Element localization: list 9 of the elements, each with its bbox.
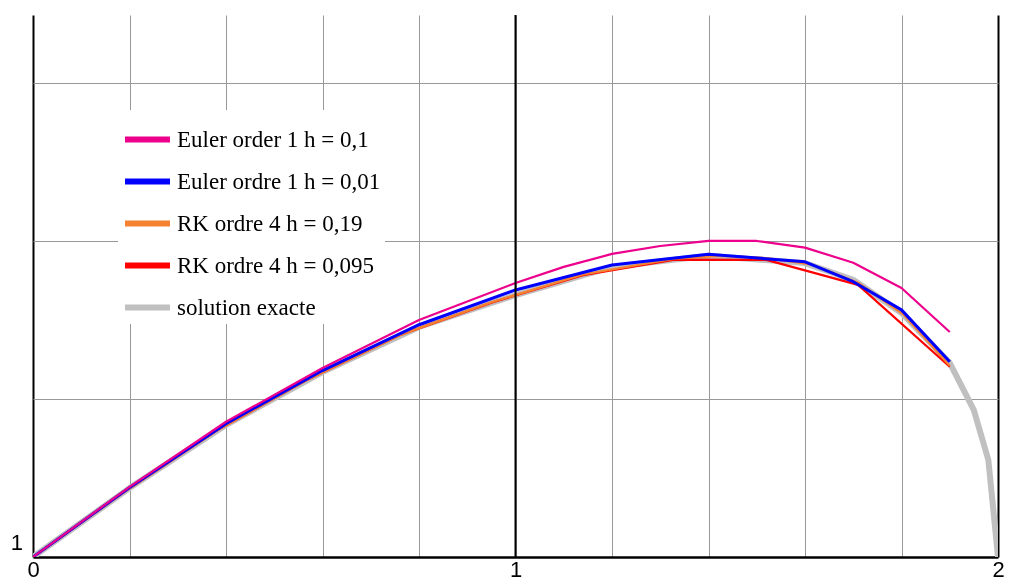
legend-label: Euler ordre 1 h = 0,01 [177, 168, 381, 194]
x-tick-label: 2 [992, 556, 1005, 582]
legend-label: solution exacte [177, 294, 316, 320]
x-tick-label: 0 [27, 556, 40, 582]
legend-label: RK ordre 4 h = 0,19 [177, 210, 363, 236]
x-tick-label: 1 [509, 556, 523, 582]
text: 1 [10, 530, 23, 555]
legend-label: RK ordre 4 h = 0,095 [177, 252, 374, 278]
legend-label: Euler order 1 h = 0,1 [177, 126, 369, 152]
